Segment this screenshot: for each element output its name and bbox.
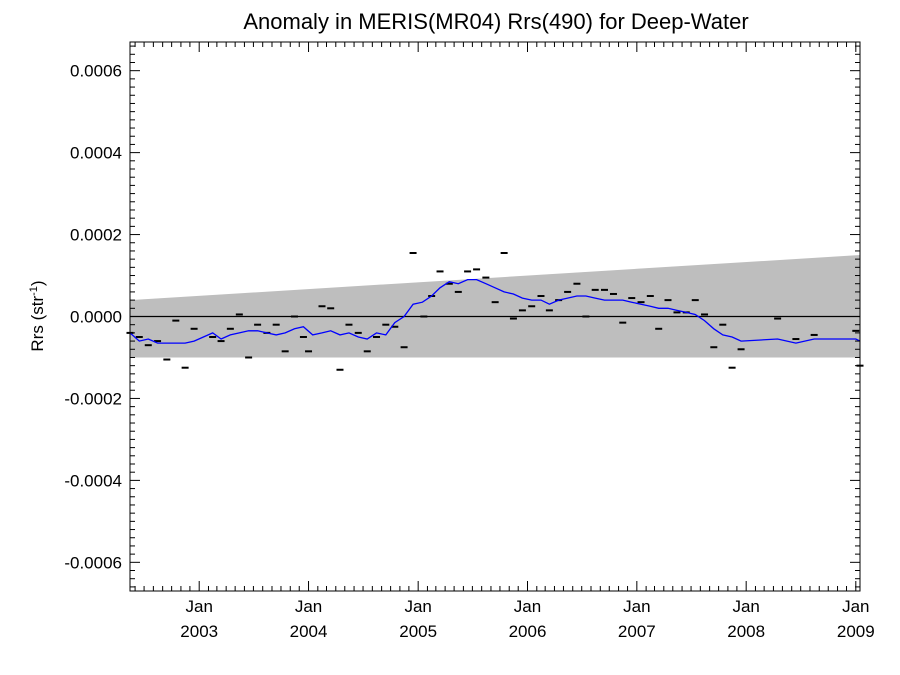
x-tick-label-year: 2006 xyxy=(509,622,547,641)
plot-area xyxy=(126,251,864,371)
y-tick-label: 0.0006 xyxy=(70,62,122,81)
y-tick-label: 0.0000 xyxy=(70,308,122,327)
x-tick-label-year: 2004 xyxy=(290,622,328,641)
running-mean-line xyxy=(129,278,861,344)
x-tick-label-month: Jan xyxy=(514,597,541,616)
uncertainty-band xyxy=(130,255,860,358)
x-tick-label-year: 2003 xyxy=(180,622,218,641)
x-tick-label-month: Jan xyxy=(842,597,869,616)
y-tick-label: -0.0006 xyxy=(64,553,122,572)
x-tick-label-month: Jan xyxy=(295,597,322,616)
x-tick-label-month: Jan xyxy=(732,597,759,616)
chart-title: Anomaly in MERIS(MR04) Rrs(490) for Deep… xyxy=(243,9,748,34)
axis-ticks xyxy=(129,41,861,592)
axis-labels: 0.0006 0.0004 0.0002 0.0000 -0.0002 -0.0004 -0… xyxy=(64,62,874,641)
x-tick-label-month: Jan xyxy=(185,597,212,616)
y-tick-label: 0.0004 xyxy=(70,144,122,163)
y-axis-label: Rrs (str-1) xyxy=(28,280,47,351)
y-tick-label: 0.0002 xyxy=(70,226,122,245)
x-tick-label-month: Jan xyxy=(404,597,431,616)
y-axis-label-suffix: ) xyxy=(28,280,47,286)
x-tick-label-month: Jan xyxy=(623,597,650,616)
x-tick-label-year: 2008 xyxy=(727,622,765,641)
x-tick-label-year: 2009 xyxy=(837,622,875,641)
y-axis-label-superscript: -1 xyxy=(28,286,40,296)
x-tick-label-year: 2007 xyxy=(618,622,656,641)
x-tick-label-year: 2005 xyxy=(399,622,437,641)
y-tick-label: -0.0002 xyxy=(64,389,122,408)
y-axis-label-main: Rrs (str xyxy=(28,296,47,352)
y-tick-label: -0.0004 xyxy=(64,471,122,490)
